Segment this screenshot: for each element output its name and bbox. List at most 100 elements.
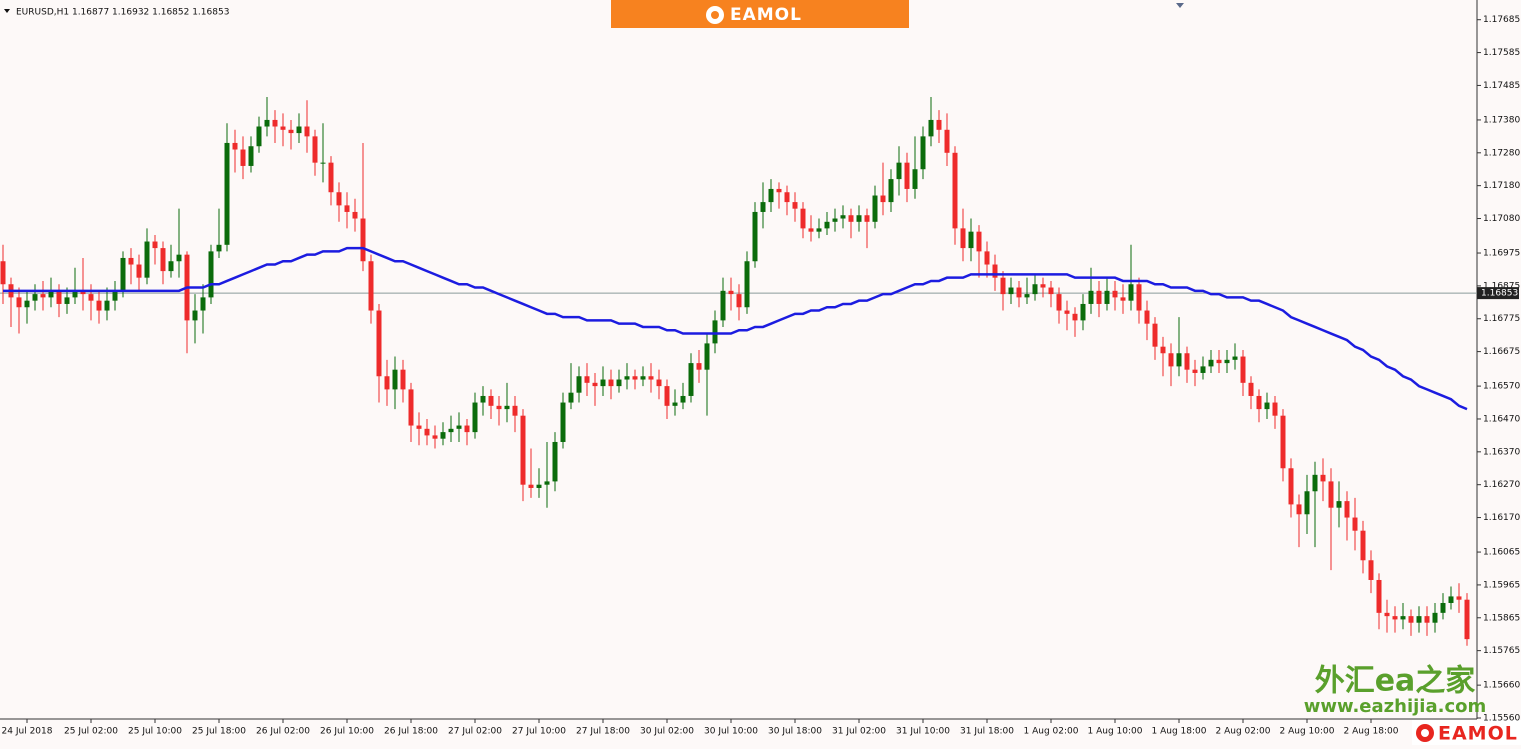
candle-body xyxy=(1056,294,1062,311)
candle-body xyxy=(848,215,854,222)
candle-body xyxy=(1064,310,1070,314)
candle-body xyxy=(696,363,702,370)
x-tick-label: 31 Jul 10:00 xyxy=(896,727,950,737)
candle-body xyxy=(1328,481,1334,508)
candle-body xyxy=(1080,303,1086,321)
candle-body xyxy=(680,395,686,403)
candle-body xyxy=(1128,284,1134,301)
candle-body xyxy=(1416,616,1422,623)
x-tick-label: 30 Jul 10:00 xyxy=(704,727,758,737)
candle-body xyxy=(472,402,478,433)
candle-body xyxy=(296,126,302,134)
y-tick-label: 1.16370 xyxy=(1483,447,1520,457)
candle-body xyxy=(408,389,414,426)
x-tick-label: 26 Jul 18:00 xyxy=(384,727,438,737)
y-tick-label: 1.16675 xyxy=(1483,347,1520,357)
candle-body xyxy=(536,484,542,488)
candle-body xyxy=(552,441,558,482)
candle-body xyxy=(352,211,358,219)
candle-body xyxy=(496,405,502,410)
candle-body xyxy=(24,300,30,308)
plot-area xyxy=(0,96,1477,646)
candle-body xyxy=(152,241,158,249)
x-tick-label: 24 Jul 2018 xyxy=(2,727,53,737)
x-tick-label: 30 Jul 02:00 xyxy=(640,727,694,737)
watermark-title: 外汇ea之家 xyxy=(1315,664,1476,699)
candle-body xyxy=(936,119,942,130)
candle-body xyxy=(1136,284,1142,311)
candle-body xyxy=(416,425,422,429)
candle-body xyxy=(656,379,662,387)
candle-body xyxy=(368,261,374,311)
candle-body xyxy=(632,376,638,380)
candle-body xyxy=(104,300,110,311)
candle-body xyxy=(336,192,342,206)
y-tick-label: 1.15560 xyxy=(1483,714,1520,724)
logo-icon-inner xyxy=(711,11,719,19)
candle-body xyxy=(384,376,390,390)
candle-body xyxy=(1032,284,1038,295)
header-arrow xyxy=(4,9,10,13)
candle-body xyxy=(1392,616,1398,620)
candle-body xyxy=(648,376,654,380)
candle-body xyxy=(320,162,326,164)
candle-body xyxy=(984,251,990,265)
candle-body xyxy=(888,179,894,203)
candle-body xyxy=(928,119,934,137)
x-tick-label: 30 Jul 18:00 xyxy=(768,727,822,737)
candle-body xyxy=(424,428,430,436)
candle-body xyxy=(1040,284,1046,288)
candle-body xyxy=(1000,277,1006,295)
candle-body xyxy=(464,425,470,433)
candle-body xyxy=(880,195,886,203)
candle-body xyxy=(280,126,286,130)
candle-body xyxy=(1280,415,1286,469)
candle-body xyxy=(512,405,518,416)
y-tick-label: 1.17685 xyxy=(1483,15,1520,25)
candle-body xyxy=(1432,612,1438,623)
moving-average-line xyxy=(3,246,1468,411)
candle-body xyxy=(672,402,678,406)
candle-body xyxy=(544,481,550,485)
candle-body xyxy=(528,484,534,488)
candle-body xyxy=(1256,395,1262,410)
candle-body xyxy=(1008,287,1014,295)
y-tick-label: 1.16975 xyxy=(1483,249,1520,259)
y-tick-label: 1.16170 xyxy=(1483,513,1520,523)
candle-body xyxy=(1208,359,1214,367)
candle-body xyxy=(0,261,6,285)
candle-body xyxy=(912,169,918,189)
candle-body xyxy=(720,290,726,321)
candle-body xyxy=(792,202,798,209)
y-tick-label: 1.16875 xyxy=(1483,281,1520,291)
candle-body xyxy=(520,415,526,485)
candle-body xyxy=(448,428,454,433)
candle-body xyxy=(768,188,774,203)
candle-body xyxy=(272,119,278,127)
candle-body xyxy=(120,257,126,291)
candle-body xyxy=(608,379,614,387)
candle-body xyxy=(112,290,118,301)
candle-body xyxy=(264,119,270,127)
candle-body xyxy=(1048,287,1054,295)
candle-body xyxy=(904,162,910,189)
shift-marker xyxy=(1176,3,1184,8)
x-tick-label: 1 Aug 10:00 xyxy=(1088,727,1143,737)
x-tick-label: 1 Aug 18:00 xyxy=(1152,727,1207,737)
candle-body xyxy=(456,425,462,429)
candle-body xyxy=(1288,468,1294,505)
candle-body xyxy=(752,211,758,262)
x-tick-label: 2 Aug 02:00 xyxy=(1216,727,1271,737)
candle-body xyxy=(144,241,150,278)
candle-body xyxy=(600,379,606,387)
candle-body xyxy=(224,142,230,245)
candle-body xyxy=(1144,310,1150,324)
candle-body xyxy=(1224,359,1230,364)
candle-body xyxy=(1304,491,1310,515)
candle-body xyxy=(1376,579,1382,613)
candle-body xyxy=(256,126,262,147)
candle-body xyxy=(584,376,590,383)
candle-body xyxy=(1024,294,1030,298)
